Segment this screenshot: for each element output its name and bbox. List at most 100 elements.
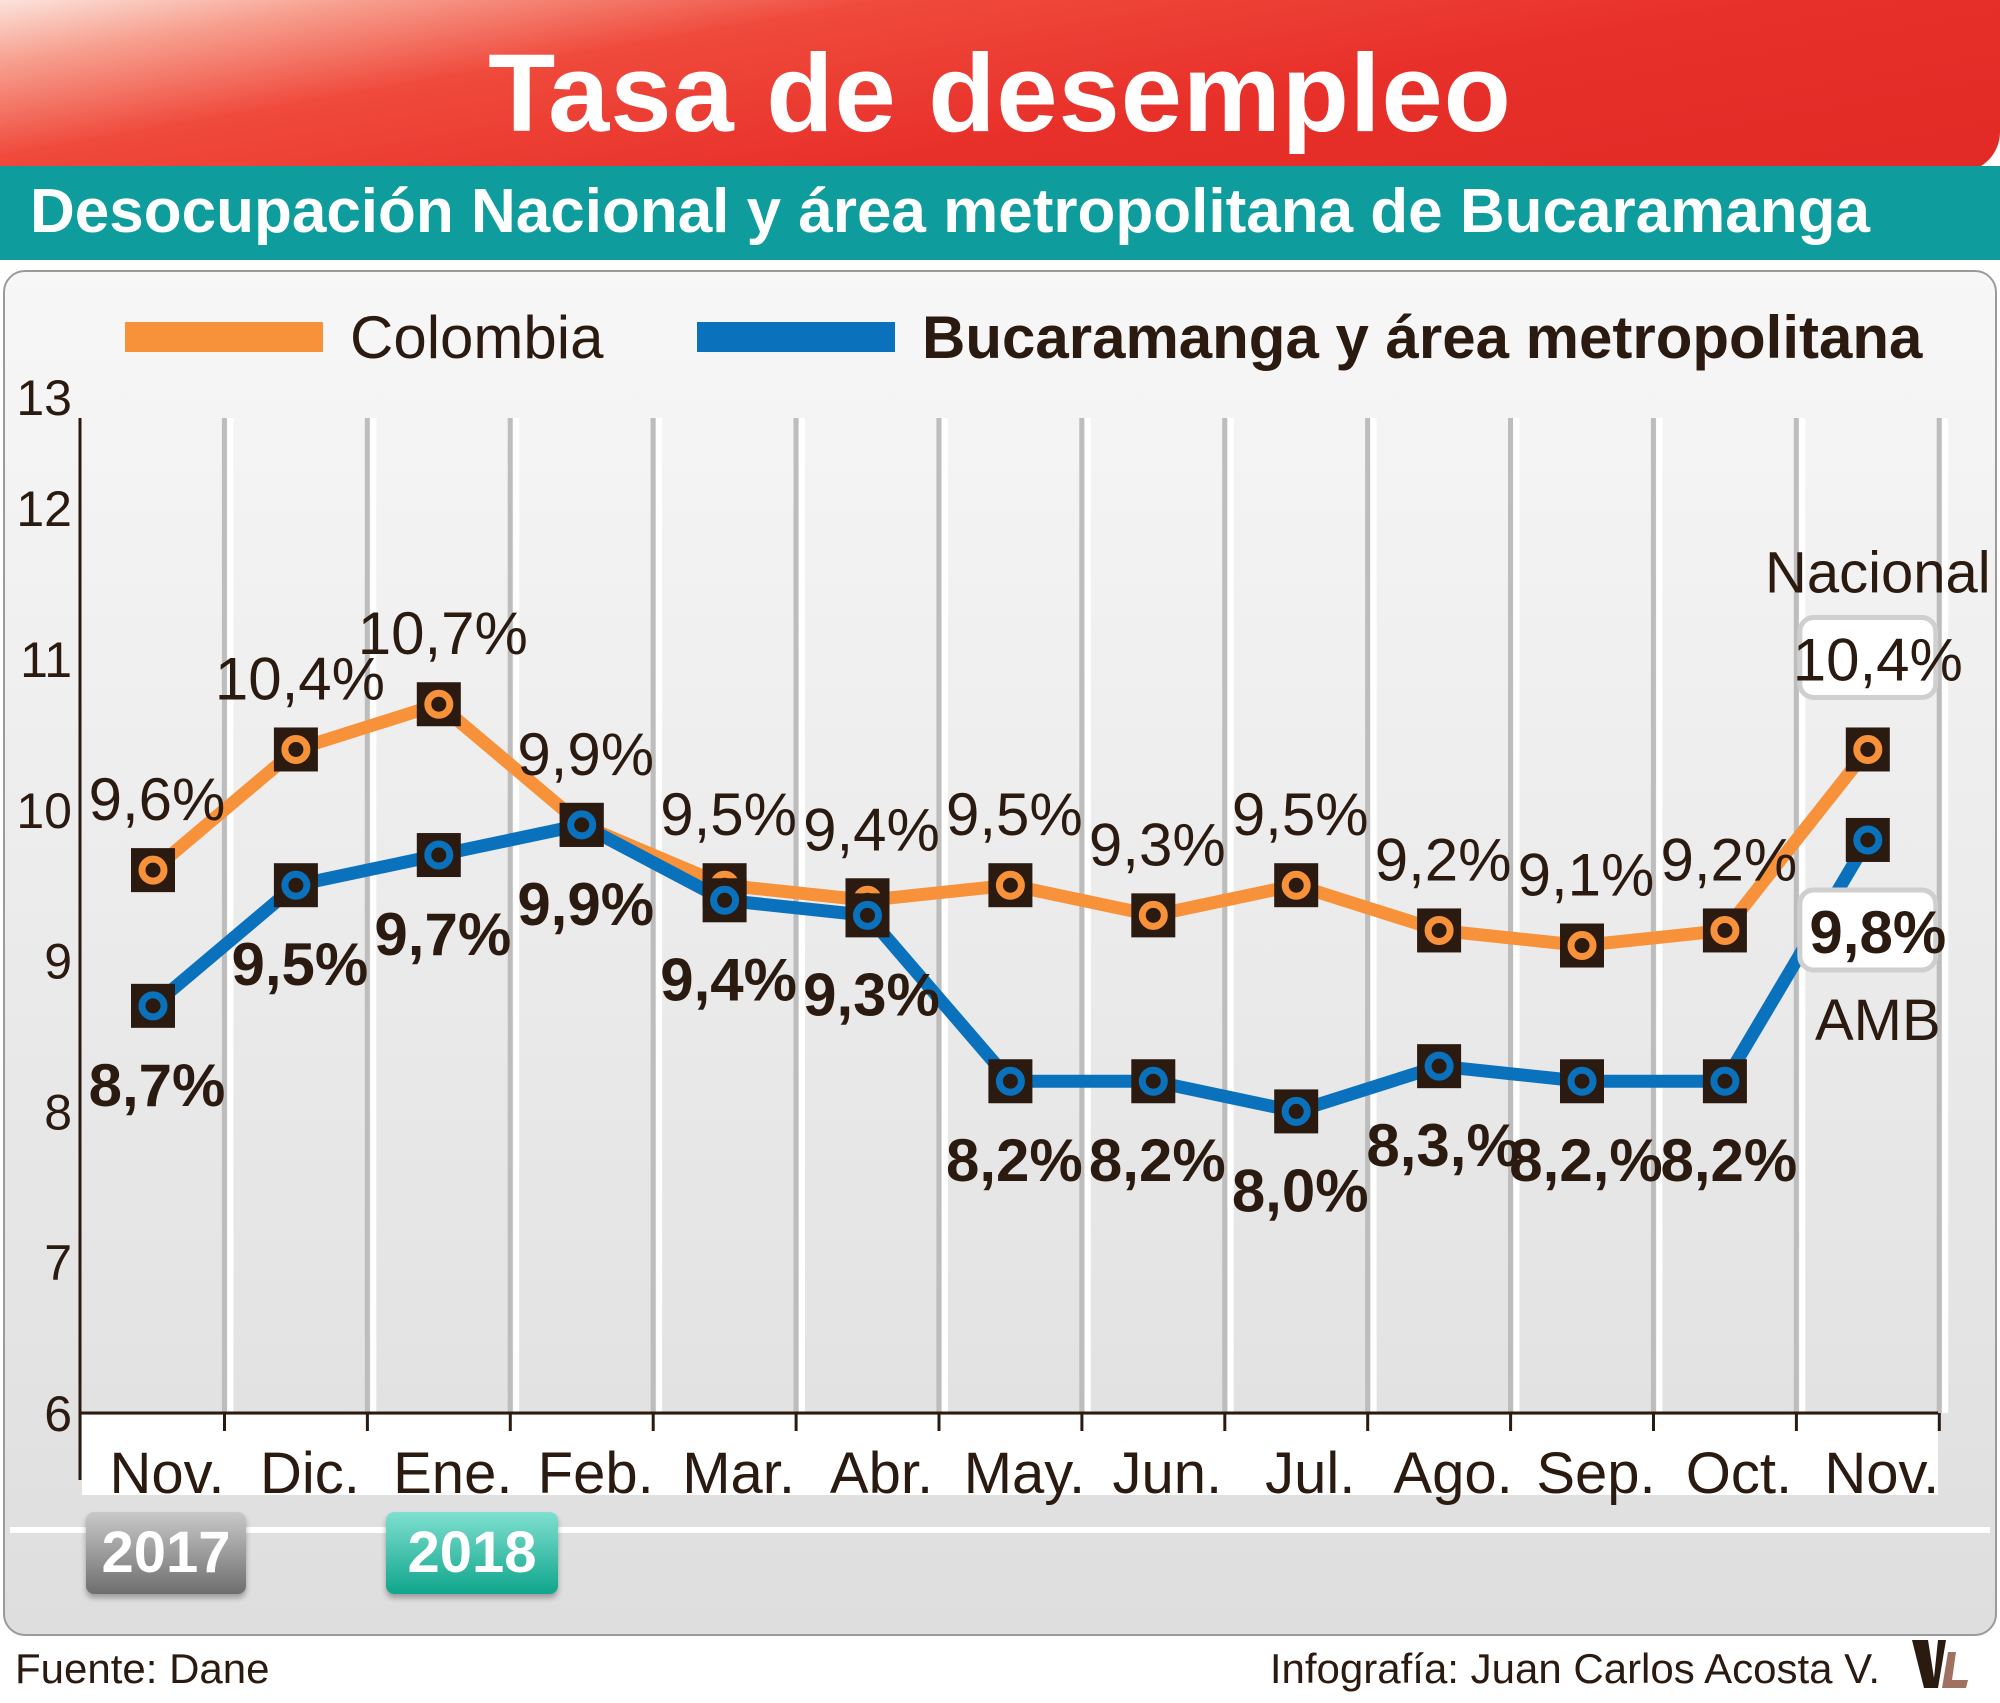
subtitle-band: Desocupación Nacional y área metropolita… (0, 166, 2000, 260)
data-point-bucaramanga (1274, 1089, 1319, 1134)
x-tick-label: Nov. (110, 1441, 225, 1506)
data-point-ring-bucaramanga (567, 810, 597, 840)
y-tick-label: 10 (16, 783, 72, 839)
data-point-ring-bucaramanga (1138, 1066, 1168, 1096)
data-point-ring-bucaramanga (1710, 1066, 1740, 1096)
data-point-ring-colombia (1853, 734, 1883, 764)
y-tick-label: 6 (44, 1386, 72, 1442)
data-point-bucaramanga (1845, 817, 1890, 862)
data-point-ring-colombia (1138, 900, 1168, 930)
data-label-bucaramanga: 9,5% (232, 931, 369, 998)
data-point-bucaramanga (702, 878, 747, 923)
data-point-ring-colombia (424, 689, 454, 719)
data-label-colombia: 10,4% (215, 645, 385, 712)
data-label-bucaramanga: 8,7% (89, 1052, 226, 1119)
data-point-colombia (1560, 923, 1604, 968)
year-badge-2017: 2017 (86, 1512, 246, 1594)
data-label-bucaramanga: 8,2,% (1509, 1127, 1662, 1194)
y-tick-label: 8 (44, 1084, 72, 1140)
vanguardia-logo (1912, 1640, 1968, 1688)
x-tick-label: Dic. (260, 1441, 360, 1506)
data-point-bucaramanga (559, 802, 604, 847)
chart-title: Tasa de desempleo (488, 32, 1512, 155)
data-label-colombia: 9,3% (1089, 811, 1226, 878)
x-tick-label: Mar. (682, 1441, 795, 1506)
x-tick-label: Abr. (830, 1441, 933, 1506)
data-point-colombia (1131, 893, 1176, 938)
data-point-bucaramanga (988, 1059, 1033, 1104)
data-point-ring-bucaramanga (281, 870, 311, 900)
data-point-ring-bucaramanga (995, 1066, 1025, 1096)
data-label-bucaramanga: 9,3% (803, 961, 940, 1028)
data-point-colombia (131, 848, 175, 893)
data-point-colombia (1845, 727, 1890, 772)
x-tick-label: Ago. (1393, 1441, 1512, 1506)
data-point-ring-colombia (1424, 915, 1454, 945)
data-label-bucaramanga: 8,0% (1232, 1157, 1369, 1224)
data-point-ring-bucaramanga (1853, 825, 1883, 855)
data-point-ring-colombia (281, 734, 311, 764)
data-point-ring-bucaramanga (1424, 1051, 1454, 1081)
data-label-colombia: 9,5% (946, 781, 1083, 848)
data-point-bucaramanga (845, 893, 890, 938)
data-label-bucaramanga: 8,2% (1661, 1127, 1798, 1194)
data-point-bucaramanga (131, 983, 175, 1028)
data-point-bucaramanga (416, 833, 461, 878)
data-point-ring-bucaramanga (424, 840, 454, 870)
legend-swatch-colombia (125, 322, 323, 352)
y-tick-label: 7 (44, 1235, 72, 1291)
data-label-colombia: 9,6% (89, 766, 226, 833)
x-tick-label: May. (964, 1441, 1085, 1506)
x-tick-label: Oct. (1686, 1441, 1792, 1506)
data-label-colombia: 9,4% (803, 796, 940, 863)
legend-label-colombia: Colombia (350, 304, 604, 371)
data-label-bucaramanga: 8,2% (946, 1127, 1083, 1194)
legend-swatch-bucaramanga (697, 322, 895, 352)
data-point-bucaramanga (1417, 1044, 1462, 1089)
title-band: Tasa de desempleo (0, 0, 2000, 172)
x-tick-label: Sep. (1536, 1441, 1655, 1506)
y-tick-label: 11 (20, 632, 72, 688)
data-point-bucaramanga (1702, 1059, 1747, 1104)
chart-panel (3, 270, 1997, 1636)
data-label-colombia: 9,2% (1375, 826, 1512, 893)
year-badge-2018: 2018 (386, 1512, 558, 1594)
data-point-ring-colombia (1710, 915, 1740, 945)
data-point-ring-bucaramanga (710, 885, 740, 915)
data-label-bucaramanga: 8,2% (1089, 1127, 1226, 1194)
data-point-bucaramanga (1131, 1059, 1176, 1104)
data-label-bucaramanga: 9,7% (374, 901, 511, 968)
data-label-colombia: 9,5% (660, 781, 797, 848)
data-point-colombia (1417, 908, 1462, 953)
x-tick-label: Feb. (538, 1441, 654, 1506)
x-axis-band (82, 1415, 1938, 1495)
x-tick-label: Jul. (1265, 1441, 1355, 1506)
credit-note: Infografía: Juan Carlos Acosta V. (1269, 1645, 1880, 1692)
x-tick-label: Jun. (1112, 1441, 1222, 1506)
data-label-colombia: 10,4% (1793, 626, 1963, 693)
data-point-ring-bucaramanga (1281, 1096, 1311, 1126)
data-label-bucaramanga: 8,3,% (1366, 1112, 1519, 1179)
end-tag-bucaramanga: AMB (1815, 988, 1941, 1053)
data-point-ring-colombia (995, 870, 1025, 900)
data-label-colombia: 9,5% (1232, 781, 1369, 848)
x-tick-label: Nov. (1824, 1441, 1939, 1506)
data-point-bucaramanga (1560, 1059, 1604, 1104)
data-point-ring-bucaramanga (853, 900, 882, 930)
data-point-ring-bucaramanga (138, 991, 168, 1021)
data-point-ring-colombia (138, 855, 168, 885)
end-label-box-bucaramanga (1797, 887, 1939, 973)
data-label-bucaramanga: 9,8% (1809, 899, 1946, 966)
data-label-colombia: 9,9% (517, 721, 654, 788)
data-label-bucaramanga: 9,4% (660, 946, 797, 1013)
legend-label-bucaramanga: Bucaramanga y área metropolitana (922, 304, 1923, 371)
end-tag-colombia: Nacional (1765, 540, 1991, 605)
data-label-colombia: 9,2% (1661, 826, 1798, 893)
chart-subtitle: Desocupación Nacional y área metropolita… (30, 177, 1870, 246)
data-point-colombia (1274, 863, 1319, 908)
data-point-colombia (1702, 908, 1747, 953)
data-label-colombia: 10,7% (358, 600, 528, 667)
end-label-box-colombia (1797, 614, 1939, 700)
data-point-colombia (988, 863, 1033, 908)
